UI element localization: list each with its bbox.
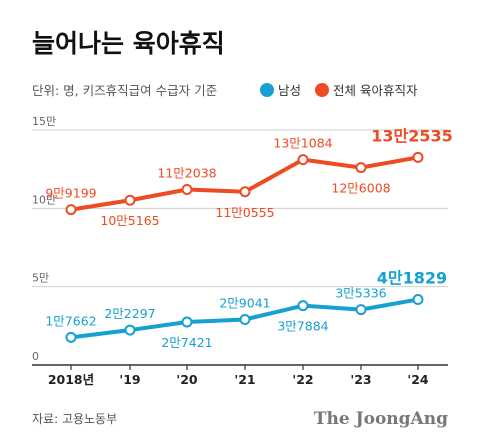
data-label: 2만2297	[104, 306, 155, 321]
x-tick-label: 2018년	[48, 372, 94, 387]
data-label: 2만7421	[161, 335, 212, 350]
x-tick-label: '23	[350, 372, 371, 387]
data-point	[124, 324, 136, 336]
data-point	[124, 194, 136, 206]
data-label: 11만2038	[157, 165, 216, 180]
legend-dot-total	[315, 83, 329, 97]
data-point	[355, 162, 367, 174]
data-label: 3만7884	[277, 319, 328, 334]
y-tick-label: 5만	[32, 272, 49, 285]
x-tick-label: '19	[119, 372, 140, 387]
publisher-credit: The JoongAng	[314, 409, 448, 429]
series-layer: 9만9199 10만5165 11만2038 11만0555 13만1084 12만600…	[45, 126, 452, 350]
data-point	[297, 300, 309, 312]
data-point	[412, 151, 424, 163]
y-tick-label: 0	[32, 350, 39, 363]
y-axis-ticks: 0 5만 10만 15만	[32, 115, 56, 363]
y-tick-label: 10만	[32, 193, 56, 206]
data-label: 13만1084	[273, 136, 332, 151]
legend-dot-men	[260, 83, 274, 97]
data-label: 11만0555	[215, 205, 274, 220]
grid-lines	[32, 129, 448, 366]
data-point	[412, 293, 424, 305]
source-note: 자료: 고용노동부	[32, 412, 117, 426]
data-point	[355, 304, 367, 316]
data-label: 1만7662	[45, 313, 96, 328]
unit-note: 단위: 명, 키즈휴직급여 수급자 기준	[32, 83, 217, 98]
chart-legend: 남성 전체 육아휴직자	[260, 83, 418, 98]
x-tick-label: '20	[176, 372, 198, 387]
x-tick-label: '21	[234, 372, 255, 387]
data-point	[181, 316, 193, 328]
data-label: 12만6008	[331, 181, 390, 196]
y-tick-label: 15만	[32, 115, 56, 128]
series-0: 9만9199 10만5165 11만2038 11만0555 13만1084 12만600…	[45, 126, 452, 228]
data-point	[181, 183, 193, 195]
data-point	[239, 186, 251, 198]
data-label: 2만9041	[219, 296, 270, 311]
data-label: 10만5165	[100, 213, 159, 228]
data-label: 9만9199	[45, 186, 96, 201]
data-label: 13만2535	[371, 126, 453, 145]
legend-label-total: 전체 육아휴직자	[333, 83, 418, 98]
data-point	[65, 204, 77, 216]
x-axis-ticks: 2018년 '19 '20 '21 '22 '23 '24	[48, 365, 429, 387]
series-1: 1만7662 2만2297 2만7421 2만9041 3만7884 3만53364만18…	[45, 268, 447, 350]
data-point	[239, 314, 251, 326]
data-point	[297, 154, 309, 166]
legend-label-men: 남성	[278, 83, 301, 98]
data-point	[65, 331, 77, 343]
chart-title: 늘어나는 육아휴직	[32, 29, 225, 58]
x-tick-label: '22	[292, 372, 313, 387]
x-tick-label: '24	[407, 372, 429, 387]
data-label: 3만5336	[335, 286, 386, 301]
data-label: 4만1829	[377, 268, 447, 287]
